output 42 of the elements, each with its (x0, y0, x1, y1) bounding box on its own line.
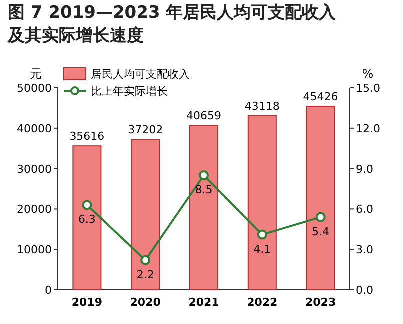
y-tick-label: 40000 (17, 122, 52, 136)
data-label: 45426 (303, 90, 338, 104)
data-label: 35616 (70, 130, 105, 144)
y2-tick-label: 6.0 (356, 203, 374, 216)
data-label: 8.5 (195, 184, 213, 197)
point (82, 200, 92, 210)
y2-tick-label: 9.0 (356, 162, 374, 176)
y2-axis-title: % (362, 67, 374, 81)
x-tick-label: 2020 (130, 296, 162, 309)
y2-tick-label: 12.0 (356, 122, 380, 136)
data-label: 6.3 (78, 213, 96, 226)
bar (189, 125, 219, 290)
data-label: 40659 (186, 110, 222, 123)
x-tick-label: 2021 (188, 296, 220, 309)
bar (248, 115, 277, 290)
point (316, 212, 326, 222)
x-tick-label: 2019 (72, 296, 103, 309)
data-label: 37202 (128, 124, 164, 137)
data-label: 43118 (244, 100, 280, 113)
y-tick-label: 20000 (17, 203, 52, 216)
legend-label: 比上年实际增长 (91, 85, 168, 98)
y-tick-label: 30000 (17, 162, 52, 176)
point (199, 170, 209, 181)
y2-tick-label: 15.0 (356, 82, 380, 95)
legend-label: 居民人均可支配收入 (91, 68, 190, 81)
data-label: 2.2 (136, 268, 154, 282)
y-tick-label: 50000 (17, 82, 52, 95)
bar (72, 146, 102, 290)
point (140, 255, 151, 266)
point (257, 230, 268, 240)
y-tick-label: 0 (45, 284, 52, 297)
chart-title: 图 7 2019—2023 年居民人均可支配收入及其实际增长速度 (8, 2, 338, 48)
data-label: 4.1 (254, 242, 272, 256)
bar (131, 139, 160, 290)
data-label: 5.4 (312, 225, 330, 238)
y-tick-label: 10000 (17, 244, 52, 257)
y-axis-title: 元 (30, 67, 42, 81)
x-tick-label: 2022 (247, 296, 278, 309)
x-tick-label: 2023 (305, 296, 336, 309)
bar (306, 106, 336, 290)
y2-tick-label: 3.0 (356, 244, 374, 257)
y2-tick-label: 0.0 (356, 284, 374, 297)
